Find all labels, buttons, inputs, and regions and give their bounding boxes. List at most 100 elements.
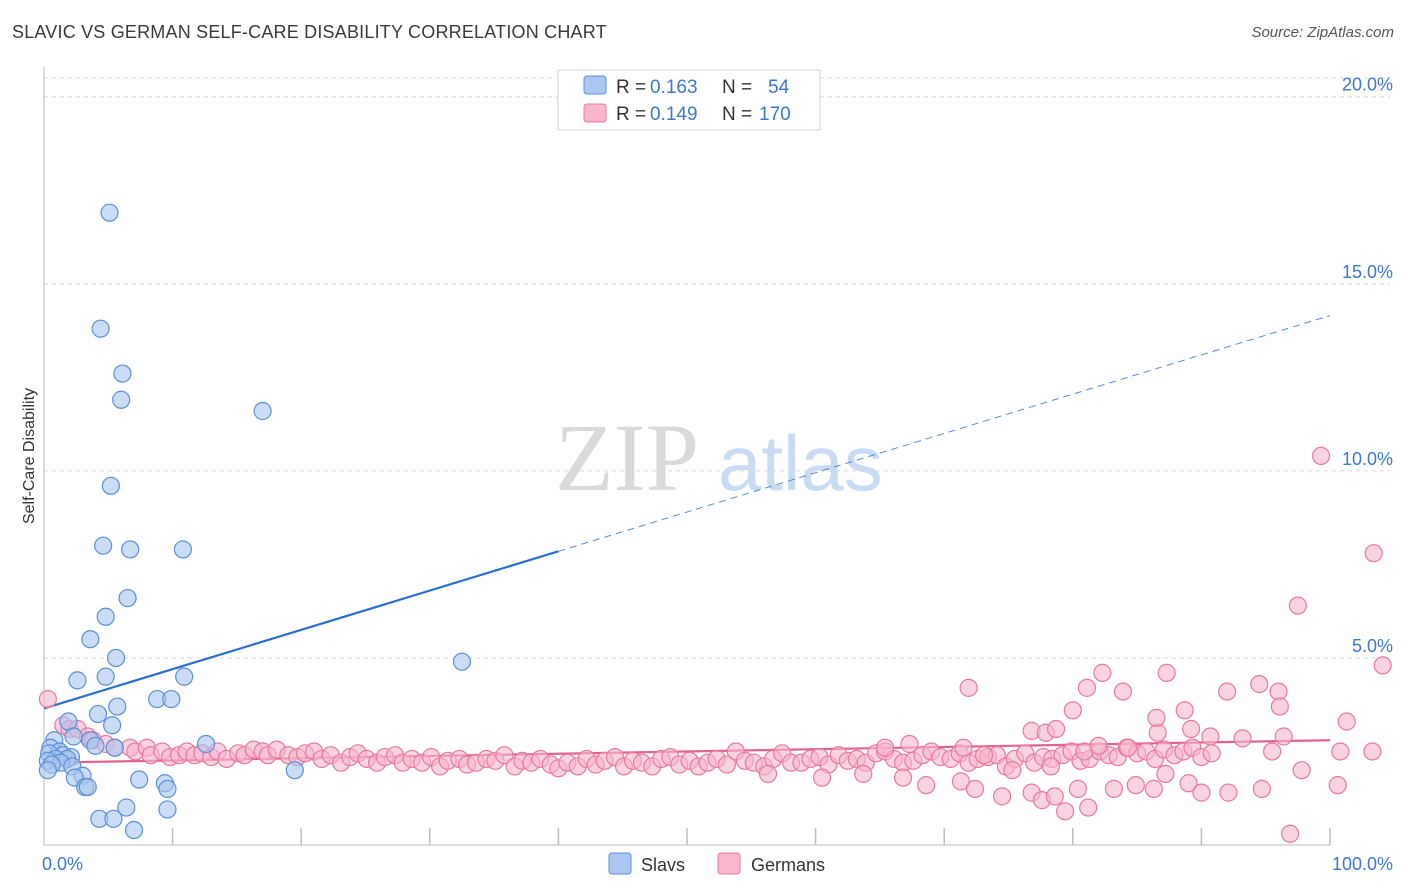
grid xyxy=(44,77,1390,659)
germans-point-140 xyxy=(1068,779,1088,798)
y-tick-label-1: 10.0% xyxy=(1342,449,1393,469)
legend-swatch-slavs xyxy=(608,852,632,875)
germans-point-132 xyxy=(917,776,936,795)
slavs-point-41 xyxy=(285,761,304,780)
stats-swatch-slavs xyxy=(583,75,607,95)
germans-point-161 xyxy=(1063,701,1082,720)
germans-point-189 xyxy=(1331,742,1350,761)
stats-slavs-n-label: N = xyxy=(722,77,752,98)
germans-point-154 xyxy=(900,734,919,754)
y-tick-label-0: 5.0% xyxy=(1352,636,1393,656)
germans-point-128 xyxy=(758,764,778,784)
chart-title: SLAVIC VS GERMAN SELF-CARE DISABILITY CO… xyxy=(12,22,607,42)
germans-point-168 xyxy=(1218,682,1237,701)
germans-point-156 xyxy=(974,746,994,765)
germans-point-146 xyxy=(1179,774,1198,793)
germans-point-134 xyxy=(965,779,985,798)
x-tick-label-0: 0.0% xyxy=(42,854,83,874)
slavs-point-8 xyxy=(173,540,192,559)
slavs-point-52 xyxy=(104,809,123,828)
watermark-atlas: atlas xyxy=(718,419,883,507)
germans-point-175 xyxy=(1147,708,1166,727)
y-tick-label-3: 20.0% xyxy=(1342,75,1393,95)
germans-point-170 xyxy=(1269,682,1288,701)
germans-point-165 xyxy=(1148,723,1167,742)
germans-point-179 xyxy=(1046,719,1066,739)
germans-point-139 xyxy=(1055,802,1075,821)
germans-point-152 xyxy=(1328,776,1347,795)
slavs-point-16 xyxy=(175,667,194,686)
slavs-point-44 xyxy=(130,770,149,789)
germans-point-171 xyxy=(1233,729,1252,748)
germans-point-184 xyxy=(1311,446,1331,465)
slavs-point-1 xyxy=(91,319,110,338)
stats-slavs-n-value: 54 xyxy=(768,77,790,98)
germans-point-143 xyxy=(1126,776,1145,795)
germans-point-51 xyxy=(495,746,514,765)
stats-germans-r-label: R = xyxy=(616,104,646,125)
germans-point-180 xyxy=(1274,727,1293,746)
germans-point-182 xyxy=(1270,697,1289,716)
slavs-point-5 xyxy=(101,476,120,495)
source-label: Source: ZipAtlas.com xyxy=(1251,24,1394,41)
slavs-point-11 xyxy=(81,630,100,649)
germans-point-149 xyxy=(1252,779,1271,798)
slavs-point-0 xyxy=(100,203,119,222)
germans-point-173 xyxy=(1093,663,1112,682)
slavs-point-20 xyxy=(88,704,108,724)
germans-point-169 xyxy=(1250,675,1269,694)
slavs-point-2 xyxy=(113,364,132,383)
germans-point-167 xyxy=(1201,727,1220,746)
legend-label-slavs: Slavs xyxy=(641,855,685,875)
slavs-point-49 xyxy=(117,798,136,817)
germans-point-130 xyxy=(854,764,873,784)
slavs-point-47 xyxy=(78,777,97,797)
germans-point-176 xyxy=(1175,701,1194,720)
slavs-point-9 xyxy=(118,588,137,608)
slavs-trend-line xyxy=(43,550,559,710)
trend-lines xyxy=(43,315,1331,764)
germans-point-135 xyxy=(992,787,1012,806)
germans-point-187 xyxy=(1363,742,1382,761)
slavs-point-14 xyxy=(68,671,87,690)
slavs-point-24 xyxy=(64,727,83,746)
germans-point-166 xyxy=(1182,719,1201,739)
germans-point-131 xyxy=(893,768,913,787)
stats-germans-n-label: N = xyxy=(722,104,752,125)
data-points xyxy=(38,203,1392,843)
slavs-point-6 xyxy=(94,536,113,555)
slavs-point-53 xyxy=(124,820,144,840)
germans-point-151 xyxy=(1292,761,1311,780)
germans-point-0 xyxy=(38,689,57,709)
legend-swatch-germans xyxy=(717,852,741,875)
slavs-point-19 xyxy=(108,697,127,716)
germans-point-147 xyxy=(1192,783,1211,802)
slavs-point-13 xyxy=(452,652,472,671)
stats-slavs-r-label: R = xyxy=(616,77,646,98)
stats-box: R = 0.163 N = 54 R = 0.149 N = 170 xyxy=(557,69,821,131)
slavs-point-18 xyxy=(162,689,181,709)
germans-point-148 xyxy=(1219,783,1238,802)
x-tick-label-1: 100.0% xyxy=(1332,854,1393,874)
slavs-point-3 xyxy=(112,390,131,409)
germans-point-164 xyxy=(1118,738,1138,757)
germans-point-145 xyxy=(1156,764,1175,784)
germans-point-185 xyxy=(1364,544,1383,563)
germans-point-75 xyxy=(717,755,736,774)
germans-point-181 xyxy=(1157,663,1176,682)
germans-point-178 xyxy=(1077,678,1097,697)
germans-point-129 xyxy=(812,768,832,787)
germans-point-153 xyxy=(875,738,895,757)
stats-slavs-r-value: 0.163 xyxy=(650,77,698,98)
germans-point-141 xyxy=(1079,798,1098,817)
watermark-zip: ZIP xyxy=(555,404,699,511)
germans-point-138 xyxy=(1045,787,1064,806)
slavs-point-29 xyxy=(86,736,105,755)
legend: Slavs Germans xyxy=(608,852,825,875)
germans-point-133 xyxy=(951,772,971,791)
slavs-point-48 xyxy=(158,779,177,798)
stats-germans-r-value: 0.149 xyxy=(650,104,698,125)
slavs-point-22 xyxy=(103,716,122,735)
slavs-point-7 xyxy=(121,540,140,559)
stats-germans-n-value: 170 xyxy=(759,104,791,125)
